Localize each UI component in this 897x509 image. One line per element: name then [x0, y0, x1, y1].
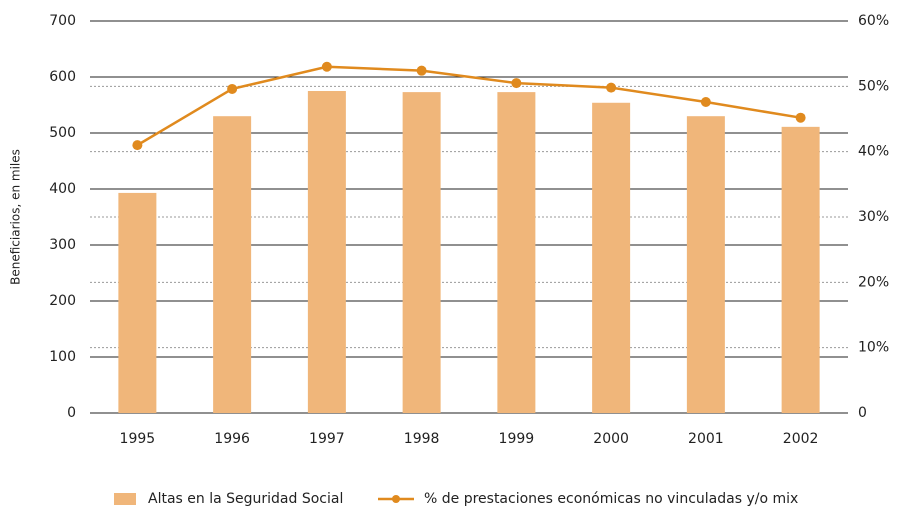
point [606, 82, 617, 93]
y-tick-label: 0 [67, 405, 76, 421]
y-tick-label: 200 [49, 293, 76, 309]
point [227, 83, 238, 94]
y-tick-label: 400 [49, 181, 76, 197]
x-tick-label: 1996 [214, 431, 250, 447]
y2-tick-label: 10% [858, 340, 889, 356]
legend-label: % de prestaciones económicas no vinculad… [424, 491, 798, 507]
y2-tick-label: 60% [858, 13, 889, 29]
bar [402, 92, 441, 414]
y2-tick-label: 40% [858, 144, 889, 160]
x-tick-label: 1995 [120, 431, 156, 447]
legend-swatch [114, 493, 136, 505]
bar [686, 116, 725, 413]
x-tick-label: 2001 [688, 431, 724, 447]
point [321, 61, 332, 72]
y2-tick-label: 50% [858, 78, 889, 94]
x-tick-label: 1999 [499, 431, 535, 447]
x-tick-label: 2000 [593, 431, 629, 447]
point [795, 112, 806, 123]
point [511, 78, 522, 89]
y-axis-title: Beneficiarios, en miles [9, 149, 23, 285]
y2-tick-label: 20% [858, 274, 889, 290]
point [416, 65, 427, 76]
point [700, 97, 711, 108]
bar [213, 116, 252, 413]
bar [781, 126, 820, 413]
y-tick-label: 600 [49, 69, 76, 85]
y-tick-label: 500 [49, 125, 76, 141]
y-tick-label: 100 [49, 349, 76, 365]
x-tick-label: 1997 [309, 431, 345, 447]
y2-tick-label: 0 [858, 405, 867, 421]
x-tick-label: 1998 [404, 431, 440, 447]
bar [497, 92, 536, 414]
legend-point [392, 495, 400, 503]
bar [118, 192, 157, 413]
legend-label: Altas en la Seguridad Social [148, 491, 343, 507]
bar [307, 91, 346, 413]
x-tick-label: 2002 [783, 431, 819, 447]
y2-tick-label: 30% [858, 209, 889, 225]
point [132, 140, 143, 151]
bar [592, 102, 631, 413]
line [136, 65, 801, 147]
y-tick-label: 700 [49, 13, 76, 29]
y-tick-label: 300 [49, 237, 76, 253]
